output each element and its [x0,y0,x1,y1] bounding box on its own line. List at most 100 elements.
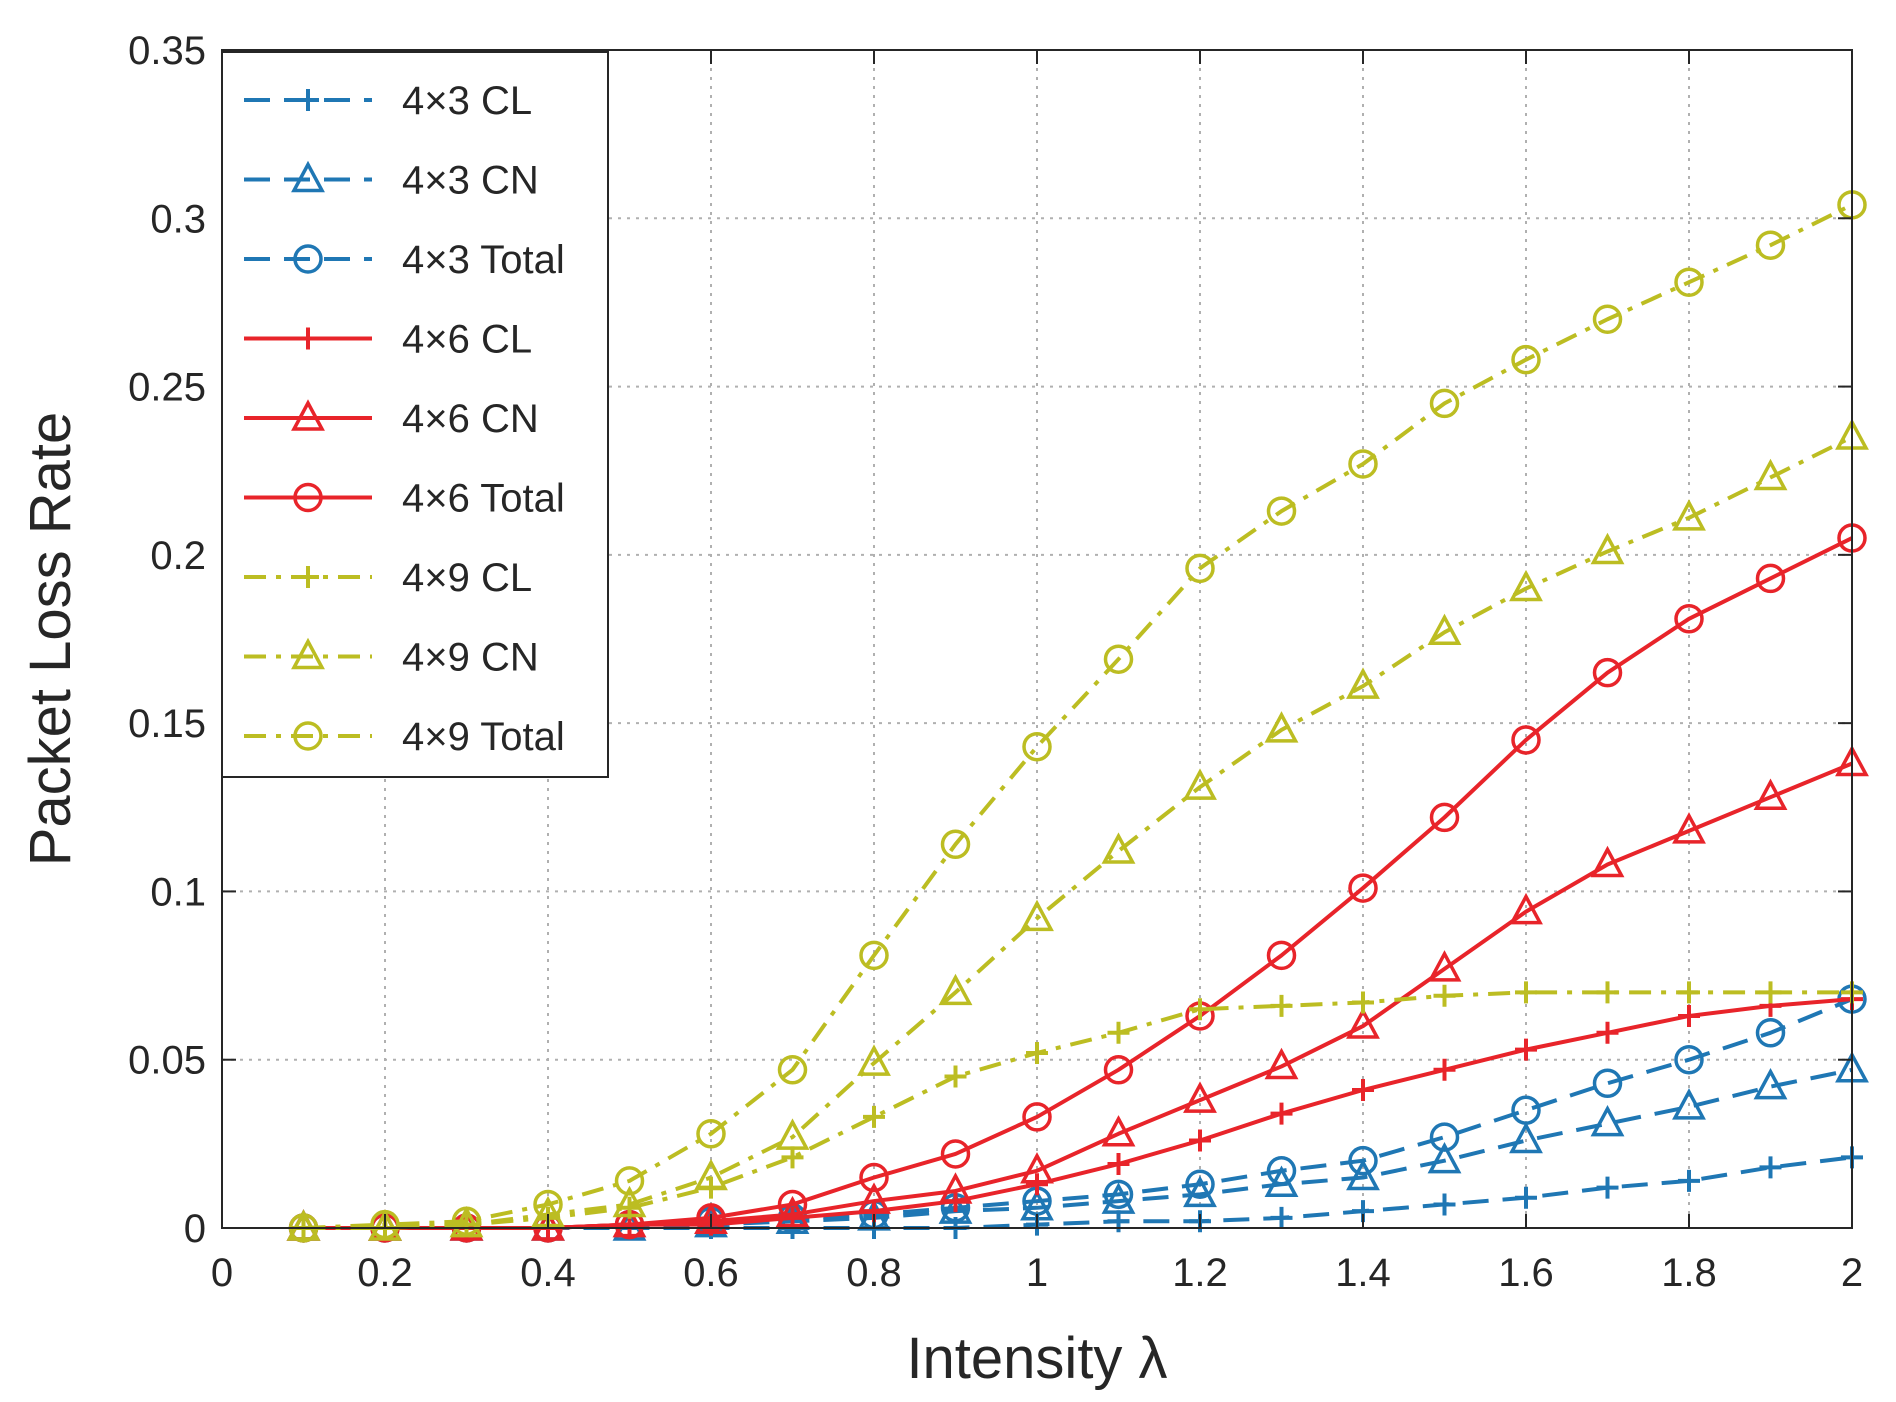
data-point [1678,981,1700,1004]
data-point [1266,940,1297,971]
data-point [1592,304,1623,335]
legend-label: 4×9 CN [402,636,539,680]
x-tick-label: 0.2 [357,1251,413,1295]
legend-label: 4×6 CL [402,318,532,362]
legend-box [221,51,609,778]
x-tick-labels: 0 0.2 0.4 0.6 0.8 1 1.2 1.4 1.6 1.8 2 [211,1251,1863,1295]
data-point [1596,1176,1619,1199]
legend-marker [297,566,319,588]
x-tick-label: 2 [1841,1251,1863,1295]
data-point [777,1055,808,1085]
legend-label: 4×9 CL [402,556,532,600]
data-point [1674,604,1704,634]
data-point [612,1185,647,1218]
legend-label: 4×9 Total [402,715,565,759]
data-point [1509,1121,1543,1154]
data-point [859,940,889,971]
data-point [1101,1115,1136,1147]
data-point [1266,496,1297,526]
data-point [1346,1158,1380,1191]
data-point [1189,998,1211,1021]
data-point [938,1172,973,1204]
legend-item: 4×6 CN [244,397,539,441]
legend-marker [293,482,323,513]
data-point [940,829,971,860]
legend-label: 4×3 CN [402,159,539,203]
data-point [1101,832,1136,864]
y-tick-label: 0.1 [150,870,206,914]
data-point [1515,1038,1537,1061]
y-tick-label: 0.3 [150,197,206,241]
data-point [1672,1088,1706,1120]
data-point [1185,1169,1215,1199]
x-tick-label: 1 [1026,1251,1048,1295]
data-point [1590,532,1625,565]
data-point [940,1139,971,1169]
legend-marker [297,327,319,350]
data-point [1753,1067,1788,1100]
data-point [1264,711,1299,743]
data-point [1674,1044,1704,1075]
data-point [1427,950,1462,982]
data-point [1348,1145,1378,1176]
data-point [1672,812,1706,844]
data-point [1674,267,1704,297]
data-point [1352,1079,1374,1102]
legend-item: 4×9 CN [244,636,539,680]
legend-item: 4×3 CN [244,159,539,203]
y-tick-label: 0.15 [128,702,206,746]
legend-label: 4×3 Total [402,238,565,282]
data-point [1020,899,1054,932]
data-point [1590,845,1625,878]
data-point [1755,1018,1786,1048]
data-point [1596,1021,1619,1044]
data-point [1515,981,1537,1004]
data-point [696,1119,726,1149]
data-point [1429,388,1460,419]
data-point [1183,1175,1217,1208]
series-4-9-cl [292,981,1863,1239]
data-point [1509,892,1543,925]
data-point [1346,1007,1380,1039]
data-point [1183,768,1217,800]
data-point [1509,569,1543,602]
y-tick-label: 0.2 [150,534,206,578]
data-point [370,1209,400,1240]
data-point [1753,778,1788,810]
x-tick-label: 0 [211,1251,233,1295]
data-point [1755,230,1786,260]
x-tick-label: 1.8 [1661,1251,1717,1295]
x-tick-label: 0.8 [846,1251,902,1295]
data-point [859,1162,889,1193]
data-point [1427,613,1462,646]
legend-marker [293,244,323,274]
legend-item: 4×9 CL [244,556,532,600]
data-point [1103,1055,1134,1085]
data-point [1270,1206,1293,1229]
data-point [1672,499,1706,531]
legend-marker [291,160,325,193]
legend-label: 4×3 CL [402,79,532,123]
data-point [1107,1021,1130,1044]
data-point [1429,802,1460,833]
data-point [1107,1153,1130,1176]
data-point [1433,984,1456,1007]
data-point [1511,725,1541,755]
data-point [1270,994,1293,1017]
data-point [1264,1047,1299,1080]
legend-marker [291,399,325,431]
legend-marker [293,721,323,751]
data-point [1515,1186,1537,1209]
y-tick-label: 0.35 [128,29,206,73]
data-point [775,1195,810,1228]
data-point [1020,1152,1054,1184]
data-point [1678,1004,1700,1027]
legend-item: 4×3 Total [244,238,565,282]
data-point [1101,1182,1136,1214]
y-axis-title: Packet Loss Rate [18,412,83,867]
data-point [694,1158,728,1191]
data-point [1348,449,1378,479]
data-point [696,1203,726,1233]
legend-item: 4×6 Total [244,477,565,521]
y-tick-labels: 0 0.05 0.1 0.15 0.2 0.25 0.3 0.35 [128,29,206,1251]
